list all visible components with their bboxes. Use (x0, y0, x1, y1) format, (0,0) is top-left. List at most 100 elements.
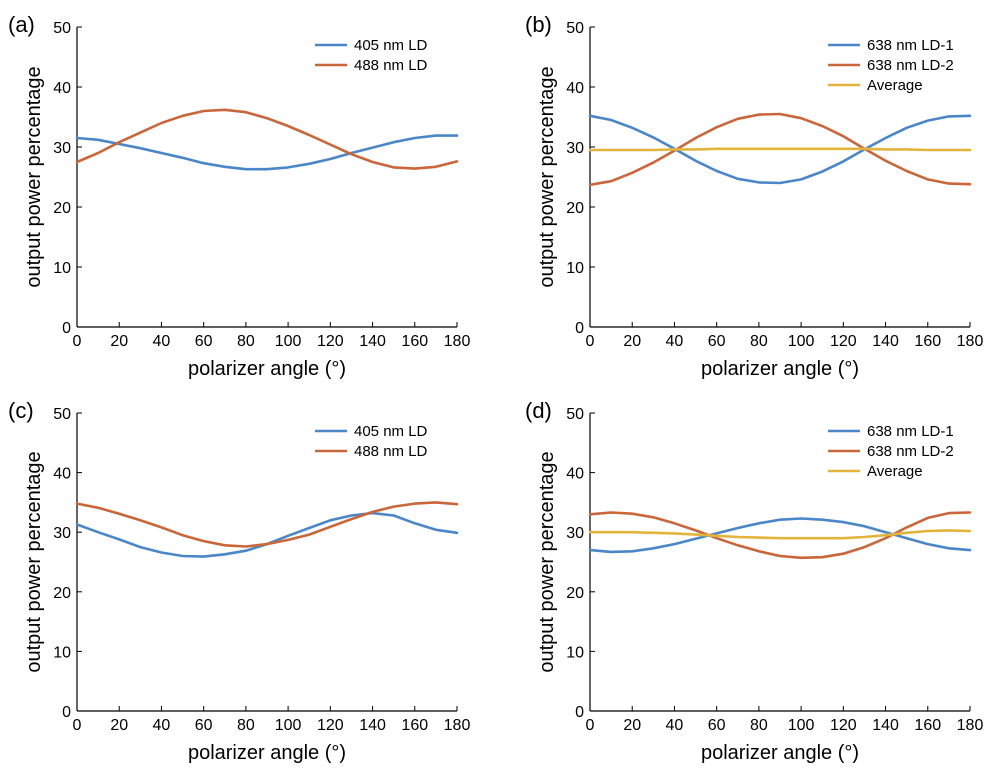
x-tick-label: 140 (359, 333, 386, 350)
y-tick-label: 50 (566, 406, 584, 423)
panel-label: (a) (8, 12, 35, 37)
y-tick-label: 50 (566, 20, 584, 37)
y-tick-label: 40 (53, 466, 71, 483)
y-tick-label: 0 (575, 704, 584, 721)
legend-label-average: Average (867, 77, 923, 94)
x-tick-label: 180 (957, 333, 984, 350)
series-line-638-nm-ld-1 (588, 114, 972, 185)
x-tick-label: 60 (708, 717, 726, 734)
x-tick-label: 180 (957, 717, 984, 734)
y-tick-label: 20 (566, 585, 584, 602)
y-axis-title: output power percentage (23, 66, 45, 287)
legend-label-638-nm-ld-2: 638 nm LD-2 (867, 443, 954, 460)
x-tick-label: 140 (872, 333, 899, 350)
x-tick-label: 80 (750, 333, 768, 350)
legend-label-638-nm-ld-1: 638 nm LD-1 (867, 37, 954, 54)
x-tick-label: 140 (359, 717, 386, 734)
x-tick-label: 80 (237, 333, 255, 350)
y-tick-label: 20 (53, 585, 71, 602)
x-tick-label: 120 (830, 333, 857, 350)
x-tick-label: 20 (623, 717, 641, 734)
x-tick-label: 120 (317, 333, 344, 350)
x-tick-label: 0 (586, 333, 595, 350)
x-tick-label: 120 (317, 717, 344, 734)
x-tick-label: 0 (586, 717, 595, 734)
series-line-average (588, 529, 972, 540)
legend-label-638-nm-ld-1: 638 nm LD-1 (867, 423, 954, 440)
panel-label: (b) (525, 12, 552, 37)
y-axis-title: output power percentage (536, 66, 558, 287)
x-tick-label: 100 (275, 333, 302, 350)
chart-panel-1: (a) 0 10 20 30 40 50 0 20 40 60 80 100 120 140 160 180 po… (8, 12, 470, 380)
x-tick-label: 180 (444, 333, 471, 350)
chart-panel-2: (b) 0 10 20 30 40 50 0 20 40 60 80 100 120 140 160 180 po… (525, 12, 983, 380)
y-tick-label: 30 (53, 140, 71, 157)
y-tick-label: 40 (53, 80, 71, 97)
x-tick-label: 20 (110, 717, 128, 734)
x-tick-label: 60 (195, 333, 213, 350)
y-tick-label: 40 (566, 466, 584, 483)
series-line-average (588, 147, 972, 152)
y-axis-title: output power percentage (23, 451, 45, 672)
y-tick-label: 0 (575, 320, 584, 337)
y-tick-label: 30 (53, 525, 71, 542)
x-tick-label: 60 (195, 717, 213, 734)
series-line-488-nm-ld (75, 501, 459, 548)
x-tick-label: 80 (237, 717, 255, 734)
x-tick-label: 20 (623, 333, 641, 350)
y-tick-label: 50 (53, 406, 71, 423)
legend-label-405-nm-ld: 405 nm LD (354, 423, 428, 440)
x-tick-label: 40 (666, 333, 684, 350)
y-tick-label: 20 (566, 200, 584, 217)
chart-panel-4: (d) 0 10 20 30 40 50 0 20 40 60 80 100 120 140 160 180 po… (525, 398, 983, 764)
x-tick-label: 0 (73, 333, 82, 350)
y-tick-label: 30 (566, 140, 584, 157)
series-line-405-nm-ld (75, 134, 459, 171)
x-axis-title: polarizer angle (°) (188, 358, 346, 380)
x-tick-label: 160 (401, 717, 428, 734)
x-tick-label: 40 (153, 717, 171, 734)
legend-label-638-nm-ld-2: 638 nm LD-2 (867, 57, 954, 74)
y-tick-label: 10 (566, 260, 584, 277)
y-tick-label: 30 (566, 525, 584, 542)
y-tick-label: 0 (62, 704, 71, 721)
x-tick-label: 160 (914, 333, 941, 350)
x-tick-label: 20 (110, 333, 128, 350)
series-line-638-nm-ld-1 (588, 517, 972, 554)
y-tick-label: 50 (53, 20, 71, 37)
x-tick-label: 40 (153, 333, 171, 350)
x-tick-label: 180 (444, 717, 471, 734)
x-tick-label: 80 (750, 717, 768, 734)
panel-label: (c) (8, 398, 34, 423)
x-tick-label: 160 (914, 717, 941, 734)
x-axis-title: polarizer angle (°) (701, 358, 859, 380)
y-tick-label: 10 (53, 260, 71, 277)
series-line-638-nm-ld-2 (588, 511, 972, 560)
x-tick-label: 140 (872, 717, 899, 734)
x-tick-label: 0 (73, 717, 82, 734)
x-tick-label: 100 (275, 717, 302, 734)
y-tick-label: 10 (566, 644, 584, 661)
legend-label-average: Average (867, 463, 923, 480)
y-tick-label: 40 (566, 80, 584, 97)
x-tick-label: 100 (788, 333, 815, 350)
x-tick-label: 160 (401, 333, 428, 350)
y-tick-label: 10 (53, 644, 71, 661)
x-tick-label: 100 (788, 717, 815, 734)
legend-label-488-nm-ld: 488 nm LD (354, 443, 428, 460)
series-line-488-nm-ld (75, 108, 459, 170)
x-tick-label: 40 (666, 717, 684, 734)
series-line-638-nm-ld-2 (588, 112, 972, 187)
panel-label: (d) (525, 398, 552, 423)
x-tick-label: 120 (830, 717, 857, 734)
legend-label-405-nm-ld: 405 nm LD (354, 37, 428, 54)
y-axis-title: output power percentage (536, 451, 558, 672)
legend-label-488-nm-ld: 488 nm LD (354, 57, 428, 74)
chart-panel-3: (c) 0 10 20 30 40 50 0 20 40 60 80 100 120 140 160 180 po… (8, 398, 470, 764)
y-tick-label: 0 (62, 320, 71, 337)
x-tick-label: 60 (708, 333, 726, 350)
y-tick-label: 20 (53, 200, 71, 217)
x-axis-title: polarizer angle (°) (701, 742, 859, 764)
x-axis-title: polarizer angle (°) (188, 742, 346, 764)
